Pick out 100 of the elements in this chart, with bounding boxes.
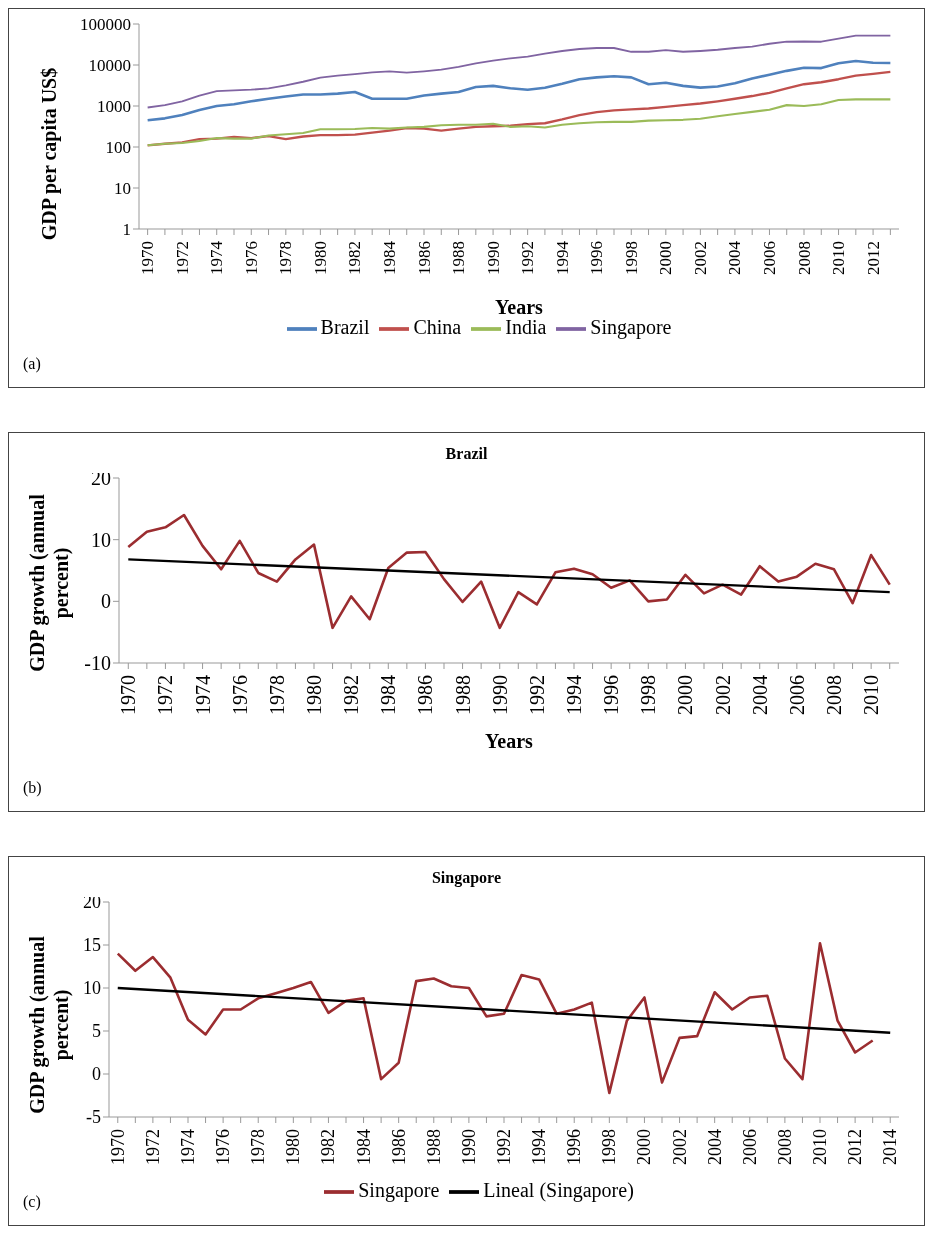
y-tick-label: 15 [83, 935, 101, 956]
x-tick-label: 1974 [191, 675, 214, 715]
x-tick-label: 1998 [637, 675, 660, 715]
x-tick-label: 1994 [529, 1129, 550, 1165]
y-tick-label: 5 [92, 1021, 101, 1042]
y-tick-label: 10 [83, 978, 101, 999]
x-tick-label: 1988 [449, 241, 469, 275]
line-series [146, 98, 892, 147]
x-tick-label: 1994 [563, 675, 585, 715]
x-tick-label: 1990 [488, 675, 511, 715]
y-tick-label: 10000 [88, 56, 131, 76]
x-tick-label: 1984 [379, 240, 399, 275]
x-tick-label: 1996 [600, 675, 623, 715]
x-tick-label: 2000 [656, 241, 676, 275]
x-tick-label: 1980 [283, 1129, 304, 1165]
legend-label: Brazil [320, 315, 370, 338]
x-tick-label: 1980 [303, 675, 325, 715]
x-tick-label: 1990 [458, 1129, 479, 1165]
x-tick-label: 1978 [248, 1129, 269, 1165]
chart-title: Singapore [430, 869, 503, 887]
text: (b) [23, 779, 42, 797]
x-tick-label: 1972 [172, 241, 192, 275]
x-tick-label: 2002 [711, 675, 734, 715]
x-tick-label: 1988 [451, 675, 474, 715]
x-tick-label: 1996 [587, 241, 607, 275]
x-tick-label: 2000 [634, 1129, 655, 1165]
x-tick-label: 2006 [785, 675, 808, 715]
x-tick-label: 2010 [860, 675, 883, 715]
y-tick-label: 0 [92, 1064, 101, 1085]
x-tick-label: 2014 [880, 1129, 901, 1165]
y-tick-label: 100000 [80, 15, 131, 35]
x-tick-label: 1986 [414, 241, 434, 275]
x-tick-label: 1984 [353, 1129, 374, 1165]
x-tick-label: 2002 [690, 241, 710, 275]
y-axis-title: GDP growth (annual percent) [25, 493, 74, 674]
x-tick-label: 1978 [276, 241, 296, 275]
x-tick-label: 1976 [241, 241, 261, 275]
x-tick-label: 2012 [863, 241, 883, 275]
x-tick-label: 2002 [669, 1129, 690, 1165]
legend-label: China [413, 315, 462, 338]
x-tick-label: 1976 [228, 675, 251, 715]
x-tick-label: 2010 [829, 241, 849, 275]
y-tick-label: 20 [83, 892, 101, 913]
x-tick-label: 2012 [845, 1129, 866, 1165]
y-tick-label: 1000 [97, 97, 131, 117]
x-tick-label: 1974 [178, 1129, 198, 1165]
x-tick-label: 1992 [525, 675, 548, 715]
x-tick-label: 1982 [318, 1129, 339, 1165]
x-tick-label: 1996 [564, 1129, 585, 1165]
legend-label: Lineal (Singapore) [483, 1178, 634, 1201]
x-tick-label: 1980 [310, 241, 330, 275]
y-tick-label: 100 [105, 138, 131, 158]
line-series [146, 59, 892, 122]
x-tick-label: 1976 [213, 1129, 234, 1165]
x-tick-label: 1982 [345, 241, 365, 275]
x-tick-label: 1974 [207, 240, 227, 275]
x-tick-label: 1992 [494, 1129, 514, 1165]
y-axis-title: GDP per capita US$ [37, 66, 62, 243]
x-tick-label: 1988 [423, 1129, 444, 1165]
y-tick-label: 10 [114, 179, 131, 199]
y-tick-label: 10 [91, 528, 111, 551]
x-tick-label: 1986 [414, 675, 437, 715]
x-tick-label: 2010 [810, 1129, 830, 1165]
line-series [126, 513, 892, 630]
y-tick-label: -5 [86, 1107, 101, 1128]
x-tick-label: 1992 [518, 241, 538, 275]
x-tick-label: 2008 [823, 675, 845, 715]
x-tick-label: 1982 [340, 675, 363, 715]
legend-label: India [505, 315, 547, 338]
x-axis-title: Years [495, 296, 544, 318]
x-tick-label: 1994 [552, 240, 572, 275]
x-tick-label: 2006 [739, 1129, 760, 1165]
chart-title: Brazil [444, 445, 489, 463]
x-tick-label: 1990 [483, 241, 503, 275]
legend-label: Singapore [358, 1178, 440, 1201]
text: (a) [23, 355, 41, 373]
y-tick-label: 0 [101, 590, 111, 613]
x-tick-label: 1986 [388, 1129, 409, 1165]
text: (c) [23, 1193, 41, 1211]
y-axis-title: GDP growth (annual percent) [25, 934, 74, 1116]
line-series [116, 941, 874, 1095]
line-series [146, 34, 892, 109]
x-tick-label: 1970 [138, 241, 158, 275]
x-tick-label: 2004 [725, 240, 745, 275]
x-tick-label: 1998 [621, 241, 641, 275]
x-tick-label: 1970 [107, 1129, 128, 1165]
x-tick-label: 2006 [759, 241, 779, 275]
x-tick-label: 2004 [748, 675, 771, 715]
x-tick-label: 2008 [774, 1129, 795, 1165]
x-tick-label: 1978 [265, 675, 288, 715]
y-tick-label: 1 [122, 220, 131, 240]
x-tick-label: 2000 [674, 675, 697, 715]
x-axis-title: Years [485, 730, 534, 752]
y-tick-label: -10 [84, 652, 111, 675]
x-tick-label: 2004 [704, 1129, 725, 1165]
x-tick-label: 1998 [599, 1129, 620, 1165]
x-tick-label: 1984 [377, 675, 400, 715]
x-tick-label: 2008 [794, 241, 814, 275]
x-tick-label: 1972 [154, 675, 177, 715]
x-tick-label: 1970 [117, 675, 140, 715]
